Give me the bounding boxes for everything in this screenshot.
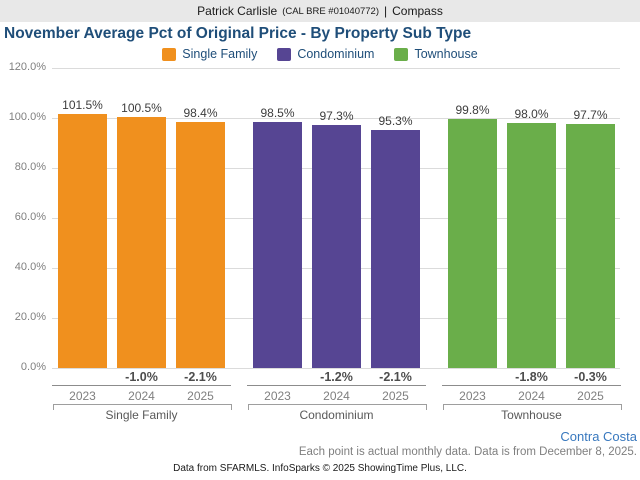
group-bracket [443,404,622,410]
bar-condominium-2025[interactable] [371,129,420,368]
legend-item-townhouse[interactable]: Townhouse [394,47,478,61]
region-link[interactable]: Contra Costa [560,429,637,444]
x-axis-year-label: 2024 [128,389,155,403]
gridline-0 [52,368,620,369]
y-axis-tick-label: 60.0% [14,211,46,223]
bar-value-label: 100.5% [121,100,162,115]
yoy-change-label: -0.3% [574,370,607,384]
bar-single-family-2025[interactable] [176,122,225,368]
group-axis-line [52,385,231,386]
chart-legend: Single Family Condominium Townhouse [0,46,640,62]
x-axis-year-label: 2025 [382,389,409,403]
group-label-townhouse: Townhouse [501,408,562,422]
y-axis-tick-label: 40.0% [14,261,46,273]
agent-header-bar: Patrick Carlisle (CAL BRE #01040772) | C… [0,0,640,22]
bar-condominium-2023[interactable] [253,121,302,368]
gridline-100 [52,118,620,119]
y-axis-tick-label: 100.0% [8,111,46,123]
yoy-change-label: -1.0% [125,370,158,384]
group-bracket [248,404,427,410]
agent-name: Patrick Carlisle [197,4,278,18]
group-label-single-family: Single Family [105,408,178,422]
yoy-change-label: -1.8% [515,370,548,384]
x-axis-year-label: 2024 [518,389,545,403]
bar-value-label: 99.8% [455,102,490,117]
bar-townhouse-2025[interactable] [566,123,615,368]
chart-title: November Average Pct of Original Price -… [4,25,472,42]
y-axis-tick-label: 120.0% [8,61,46,73]
brokerage-name: Compass [392,4,443,18]
x-axis-year-label: 2023 [459,389,486,403]
bar-single-family-2024[interactable] [117,116,166,368]
legend-label: Condominium [297,47,375,61]
legend-label: Townhouse [414,47,478,61]
y-axis-tick-label: 80.0% [14,161,46,173]
bar-value-label: 98.5% [260,105,295,120]
data-note: Each point is actual monthly data. Data … [298,446,637,458]
x-axis-year-label: 2023 [264,389,291,403]
x-axis-year-label: 2023 [69,389,96,403]
x-axis-year-label: 2025 [187,389,214,403]
yoy-change-label: -1.2% [320,370,353,384]
legend-item-condominium[interactable]: Condominium [277,47,374,61]
bar-townhouse-2024[interactable] [507,123,556,368]
legend-swatch-icon [394,47,409,61]
bar-value-label: 98.4% [183,106,218,120]
legend-label: Single Family [182,47,258,61]
bar-value-label: 97.3% [319,108,354,123]
bar-value-label: 98.0% [514,107,549,121]
x-axis-year-label: 2024 [323,389,350,403]
bar-single-family-2023[interactable] [58,114,107,368]
y-axis-tick-label: 20.0% [14,311,46,323]
credit-line: Data from SFARMLS. InfoSparks © 2025 Sho… [173,463,467,474]
bar-condominium-2024[interactable] [312,124,361,368]
group-axis-line [442,385,621,386]
group-axis-line [247,385,426,386]
yoy-change-label: -2.1% [184,370,217,384]
yoy-change-label: -2.1% [379,370,412,384]
header-separator: | [384,4,388,18]
x-axis-year-label: 2025 [577,389,604,403]
bar-value-label: 101.5% [62,98,103,113]
legend-item-single-family[interactable]: Single Family [162,47,257,61]
group-label-condominium: Condominium [299,408,374,422]
y-axis-tick-label: 0.0% [20,361,46,373]
legend-swatch-icon [162,47,177,61]
bar-value-label: 97.7% [573,107,608,122]
bar-townhouse-2023[interactable] [448,118,497,368]
legend-swatch-icon [277,47,292,61]
group-bracket [53,404,232,410]
bar-value-label: 95.3% [378,113,413,128]
gridline-120 [52,68,620,69]
agent-license: (CAL BRE #01040772) [282,5,380,17]
